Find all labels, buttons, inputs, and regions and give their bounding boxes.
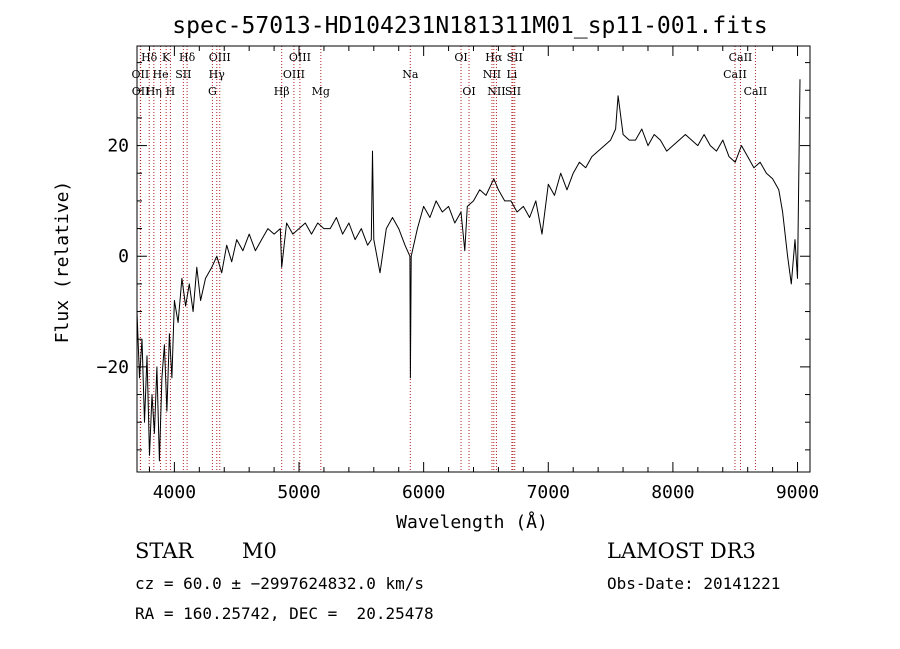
line-label: NII bbox=[487, 85, 505, 98]
x-tick-label: 9000 bbox=[776, 482, 819, 503]
line-label: He bbox=[153, 68, 169, 81]
line-label: OI bbox=[454, 51, 467, 64]
line-label: OIII bbox=[209, 51, 231, 64]
line-label: Hη bbox=[146, 85, 162, 98]
line-label: Mg bbox=[312, 85, 330, 98]
line-label: OII bbox=[132, 68, 150, 81]
x-tick-label: 8000 bbox=[651, 482, 694, 503]
line-label: Hγ bbox=[209, 68, 226, 81]
line-label: H bbox=[166, 85, 176, 98]
line-label: OIII bbox=[289, 51, 311, 64]
line-label: CaII bbox=[723, 68, 747, 81]
line-label: CaII bbox=[744, 85, 768, 98]
obs-date: Obs-Date: 20141221 bbox=[607, 574, 781, 593]
line-label: G bbox=[208, 85, 217, 98]
x-tick-label: 4000 bbox=[153, 482, 196, 503]
line-label: NII bbox=[483, 68, 501, 81]
chart-title: spec-57013-HD104231N181311M01_sp11-001.f… bbox=[172, 13, 767, 39]
line-label: SII bbox=[505, 85, 521, 98]
line-label: Hα bbox=[485, 51, 503, 64]
x-tick-label: 5000 bbox=[277, 482, 320, 503]
plot-frame bbox=[136, 45, 811, 473]
y-tick-label: −20 bbox=[96, 357, 129, 378]
coordinates: RA = 160.25742, DEC = 20.25478 bbox=[135, 604, 434, 623]
line-label: OII bbox=[132, 85, 150, 98]
series-line bbox=[136, 79, 801, 462]
line-label: K bbox=[162, 51, 171, 64]
line-label: Li bbox=[506, 68, 517, 81]
line-label: Hδ bbox=[141, 51, 158, 64]
survey-name: LAMOST DR3 bbox=[607, 539, 756, 563]
line-label: SII bbox=[507, 51, 523, 64]
line-label: Hβ bbox=[274, 85, 290, 98]
object-type: STAR bbox=[135, 539, 194, 563]
line-markers: Hδ K Hδ OIII OIII OI Hα SII CaII OII He SII Hγ OIII Na… bbox=[132, 46, 768, 472]
y-tick-label: 20 bbox=[107, 136, 129, 157]
axes: 4000 5000 6000 7000 8000 9000 −20 0 20 bbox=[96, 46, 819, 503]
line-label: OIII bbox=[283, 68, 305, 81]
y-axis-label: Flux (relative) bbox=[52, 181, 73, 344]
redshift-info: cz = 60.0 ± −2997624832.0 km/s bbox=[135, 574, 424, 593]
line-label: SII bbox=[175, 68, 191, 81]
x-tick-label: 6000 bbox=[402, 482, 445, 503]
line-label: Hδ bbox=[179, 51, 196, 64]
x-axis-label: Wavelength (Å) bbox=[396, 511, 548, 533]
y-tick-label: 0 bbox=[118, 246, 129, 267]
spectrum-series bbox=[136, 79, 801, 462]
line-label: Na bbox=[402, 68, 419, 81]
line-label: OI bbox=[462, 85, 475, 98]
x-tick-label: 7000 bbox=[527, 482, 570, 503]
subclass: M0 bbox=[242, 539, 277, 563]
line-label: CaII bbox=[729, 51, 753, 64]
